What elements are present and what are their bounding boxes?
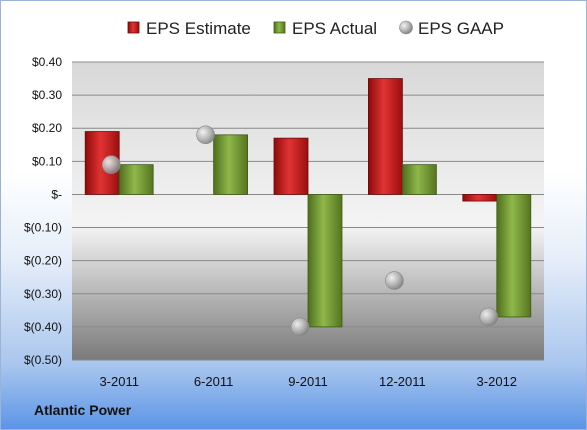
y-tick-label: $(0.50) — [24, 353, 62, 367]
x-tick-label: 9-2011 — [288, 374, 328, 389]
y-tick-label: $0.10 — [32, 154, 62, 168]
legend-swatch-eps-actual — [273, 21, 286, 34]
marker-eps-gaap — [101, 155, 121, 174]
bar-eps-actual — [496, 194, 532, 318]
y-tick-label: $- — [51, 187, 62, 201]
bar-eps-estimate — [462, 194, 498, 202]
bar-eps-actual — [401, 164, 437, 195]
marker-eps-gaap — [290, 317, 310, 337]
y-tick-label: $0.20 — [32, 121, 62, 135]
legend-label: EPS Estimate — [146, 19, 251, 38]
legend-swatch-eps-gaap — [399, 20, 413, 35]
x-tick-label: 3-2011 — [99, 374, 139, 389]
y-tick-label: $(0.20) — [24, 254, 62, 268]
marker-eps-gaap — [479, 307, 499, 327]
x-tick-label: 12-2011 — [379, 374, 426, 389]
x-tick-label: 6-2011 — [194, 374, 234, 389]
legend-label: EPS Actual — [292, 19, 377, 38]
legend-label: EPS GAAP — [418, 19, 504, 38]
company-name: Atlantic Power — [34, 402, 132, 418]
bar-eps-actual — [213, 134, 249, 195]
y-tick-label: $(0.30) — [24, 287, 62, 301]
bar-eps-actual — [118, 164, 154, 195]
marker-eps-gaap — [196, 125, 215, 145]
x-tick-label: 3-2012 — [477, 374, 517, 389]
y-tick-label: $(0.10) — [24, 221, 62, 235]
marker-eps-gaap — [385, 271, 404, 290]
legend-swatch-eps-estimate — [127, 21, 140, 34]
bar-eps-estimate — [367, 78, 403, 195]
y-tick-label: $(0.40) — [24, 320, 62, 334]
bar-eps-actual — [307, 194, 343, 328]
y-tick-label: $0.40 — [32, 55, 62, 69]
y-tick-label: $0.30 — [32, 88, 62, 102]
bar-eps-estimate — [273, 137, 309, 195]
